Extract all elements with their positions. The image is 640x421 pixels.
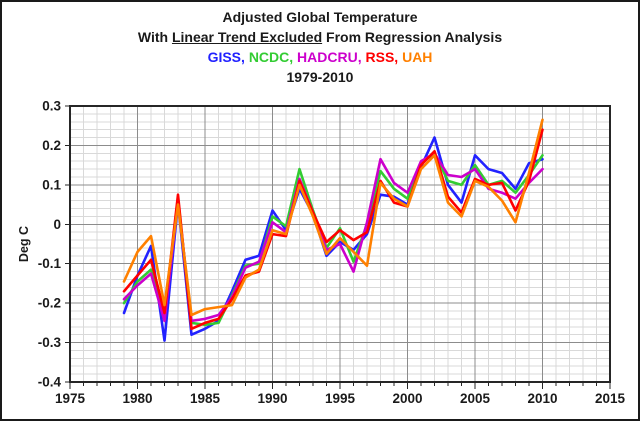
y-tick-label: -0.3 (38, 335, 62, 350)
x-tick-label: 2005 (460, 391, 491, 406)
title-text: Adjusted Global Temperature (222, 9, 418, 25)
title-suffix: From Regression Analysis (322, 29, 503, 45)
y-tick-label: 0 (53, 217, 61, 232)
legend-series-ncdc: NCDC, (248, 49, 294, 65)
y-tick-label: 0.3 (42, 99, 61, 114)
chart-title-line1: Adjusted Global Temperature (0, 7, 640, 27)
y-tick-label: -0.1 (38, 256, 62, 271)
x-tick-label: 2015 (595, 391, 626, 406)
x-tick-label: 1985 (190, 391, 221, 406)
chart-title-line2: With Linear Trend Excluded From Regressi… (0, 27, 640, 47)
y-axis-title: Deg C (17, 226, 31, 262)
y-tick-label: 0.1 (42, 177, 61, 192)
y-tick-label: 0.2 (42, 138, 61, 153)
chart-titles: Adjusted Global Temperature With Linear … (0, 7, 640, 87)
legend-series-uah: UAH (402, 49, 433, 65)
x-tick-label: 1995 (325, 391, 356, 406)
series-line-giss (122, 136, 544, 342)
chart-title-years: 1979-2010 (286, 69, 354, 85)
legend-series-giss: GISS, (207, 49, 245, 65)
legend-series-hadcru: HADCRU, (297, 49, 362, 65)
series-line-uah (122, 118, 544, 317)
y-tick-label: -0.4 (38, 375, 62, 390)
title-underlined: Linear Trend Excluded (171, 29, 323, 45)
legend-series-rss: RSS, (365, 49, 399, 65)
x-tick-label: 1990 (257, 391, 287, 406)
series-line-ncdc (122, 152, 544, 327)
x-tick-label: 2000 (392, 391, 422, 406)
x-tick-label: 1980 (122, 391, 152, 406)
x-tick-label: 1975 (55, 391, 86, 406)
x-tick-label: 2010 (527, 391, 557, 406)
y-tick-label: -0.2 (38, 296, 61, 311)
title-prefix: With (137, 29, 172, 45)
chart-legend-line: GISS, NCDC, HADCRU, RSS, UAH (0, 47, 640, 67)
